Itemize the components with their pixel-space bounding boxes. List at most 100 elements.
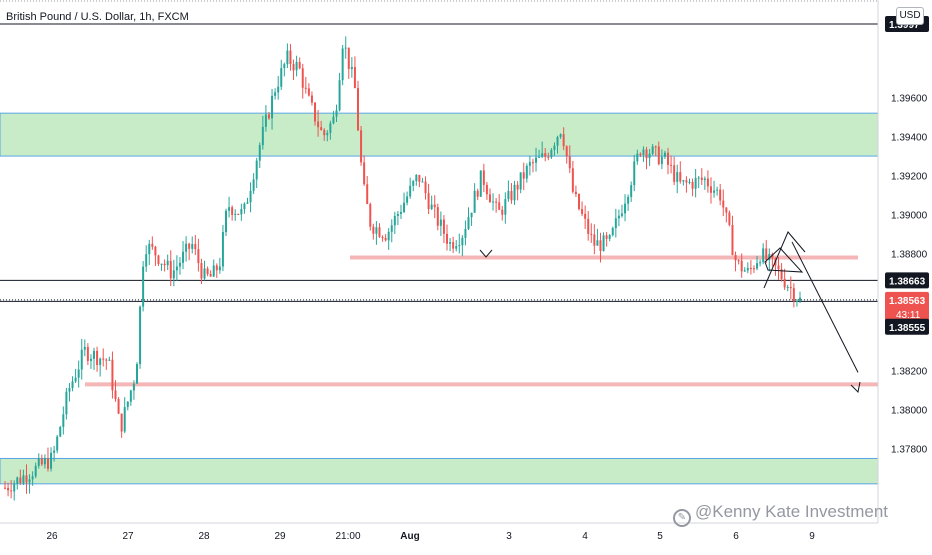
candle-body [716,189,719,191]
candle-body [703,178,706,181]
x-tick-label: 27 [122,531,134,542]
candle-body [415,174,418,182]
candle-body [96,350,99,365]
candle-body [356,88,359,131]
y-tick-label: 1.38000 [891,406,928,417]
candle-body [53,450,56,453]
candle-body [470,212,473,218]
candle-body [409,185,412,197]
candle-body [709,186,712,193]
y-tick-label: 1.38200 [891,367,928,378]
candle-body [89,358,92,361]
candle-body [694,178,697,189]
candle-body [624,203,627,214]
candle-body [412,181,415,186]
candle-body [749,268,752,270]
candle-body [458,245,461,247]
y-tick-label: 1.37800 [891,445,928,456]
candle-body [728,212,731,225]
candle-body [461,237,464,246]
candle-body [148,243,151,255]
candle-body [191,244,194,249]
candle-body [240,209,243,215]
candle-body [577,194,580,210]
price-label-current: 1.38563 [889,296,926,307]
candle-body [556,136,559,146]
projection-arrow [791,241,859,373]
candle-body [4,487,6,489]
candle-body [212,265,215,277]
candle-body [99,358,102,365]
triangle-pattern [764,247,804,273]
candle-body [197,249,200,264]
candle-body [633,161,636,186]
price-label-top: 1.3997 [889,20,920,31]
candle-body [341,48,344,81]
candle-body [93,350,96,359]
candle-body [261,126,264,146]
candle-body [56,436,59,451]
candle-body [360,130,363,163]
candle-body [559,134,562,137]
candle-body [630,185,633,197]
candle-body [648,153,651,159]
candle-body [768,253,771,260]
currency-button[interactable]: USD [896,7,924,25]
candle-body [590,233,593,235]
candle-body [746,268,749,271]
candle-body [178,262,181,267]
candle-body [102,358,105,360]
candle-body [215,265,218,271]
candle-body [399,211,402,214]
y-tick-label: 1.39600 [891,94,928,105]
candle-body [544,153,547,157]
candle-body [670,164,673,166]
candle-body [737,260,740,262]
candle-body [743,270,746,272]
candle-body [46,458,49,469]
candle-body [353,67,356,89]
candle-body [258,145,261,161]
candle-body [363,162,366,185]
candle-body [252,179,255,191]
candle-body [320,127,323,131]
candle-body [430,204,433,210]
candle-body [145,254,148,267]
candle-body [71,381,74,389]
candle-body [19,477,22,483]
candle-body [789,287,792,289]
y-tick-label: 1.39200 [891,172,928,183]
x-tick-label: 9 [809,531,815,542]
candle-body [135,364,138,384]
candle-body [154,246,157,256]
candle-body [243,203,246,210]
candle-body [507,190,510,200]
candle-body [271,95,274,119]
candle-body [679,172,682,182]
candle-body [645,149,648,159]
price-label-3: 1.38555 [889,323,926,334]
candle-body [114,390,117,400]
low-arrow-mark [479,249,493,258]
candle-body [513,184,516,201]
candles-group [4,36,801,501]
price-label-current-bg [885,291,929,322]
candle-body [492,201,495,203]
price-label-1: 1.38663 [889,276,926,287]
candle-body [249,190,252,203]
candle-body [799,297,801,301]
candle-body [160,263,163,265]
x-tick-label: 6 [733,531,739,542]
candle-body [571,168,574,192]
candle-body [685,180,688,183]
candle-body [185,243,188,252]
candle-body [433,204,436,208]
candle-body [452,242,455,249]
candle-body [378,227,381,237]
candle-body [525,165,528,179]
candle-body [700,177,703,181]
candle-body [117,399,120,414]
time-axis-bg [0,523,932,550]
